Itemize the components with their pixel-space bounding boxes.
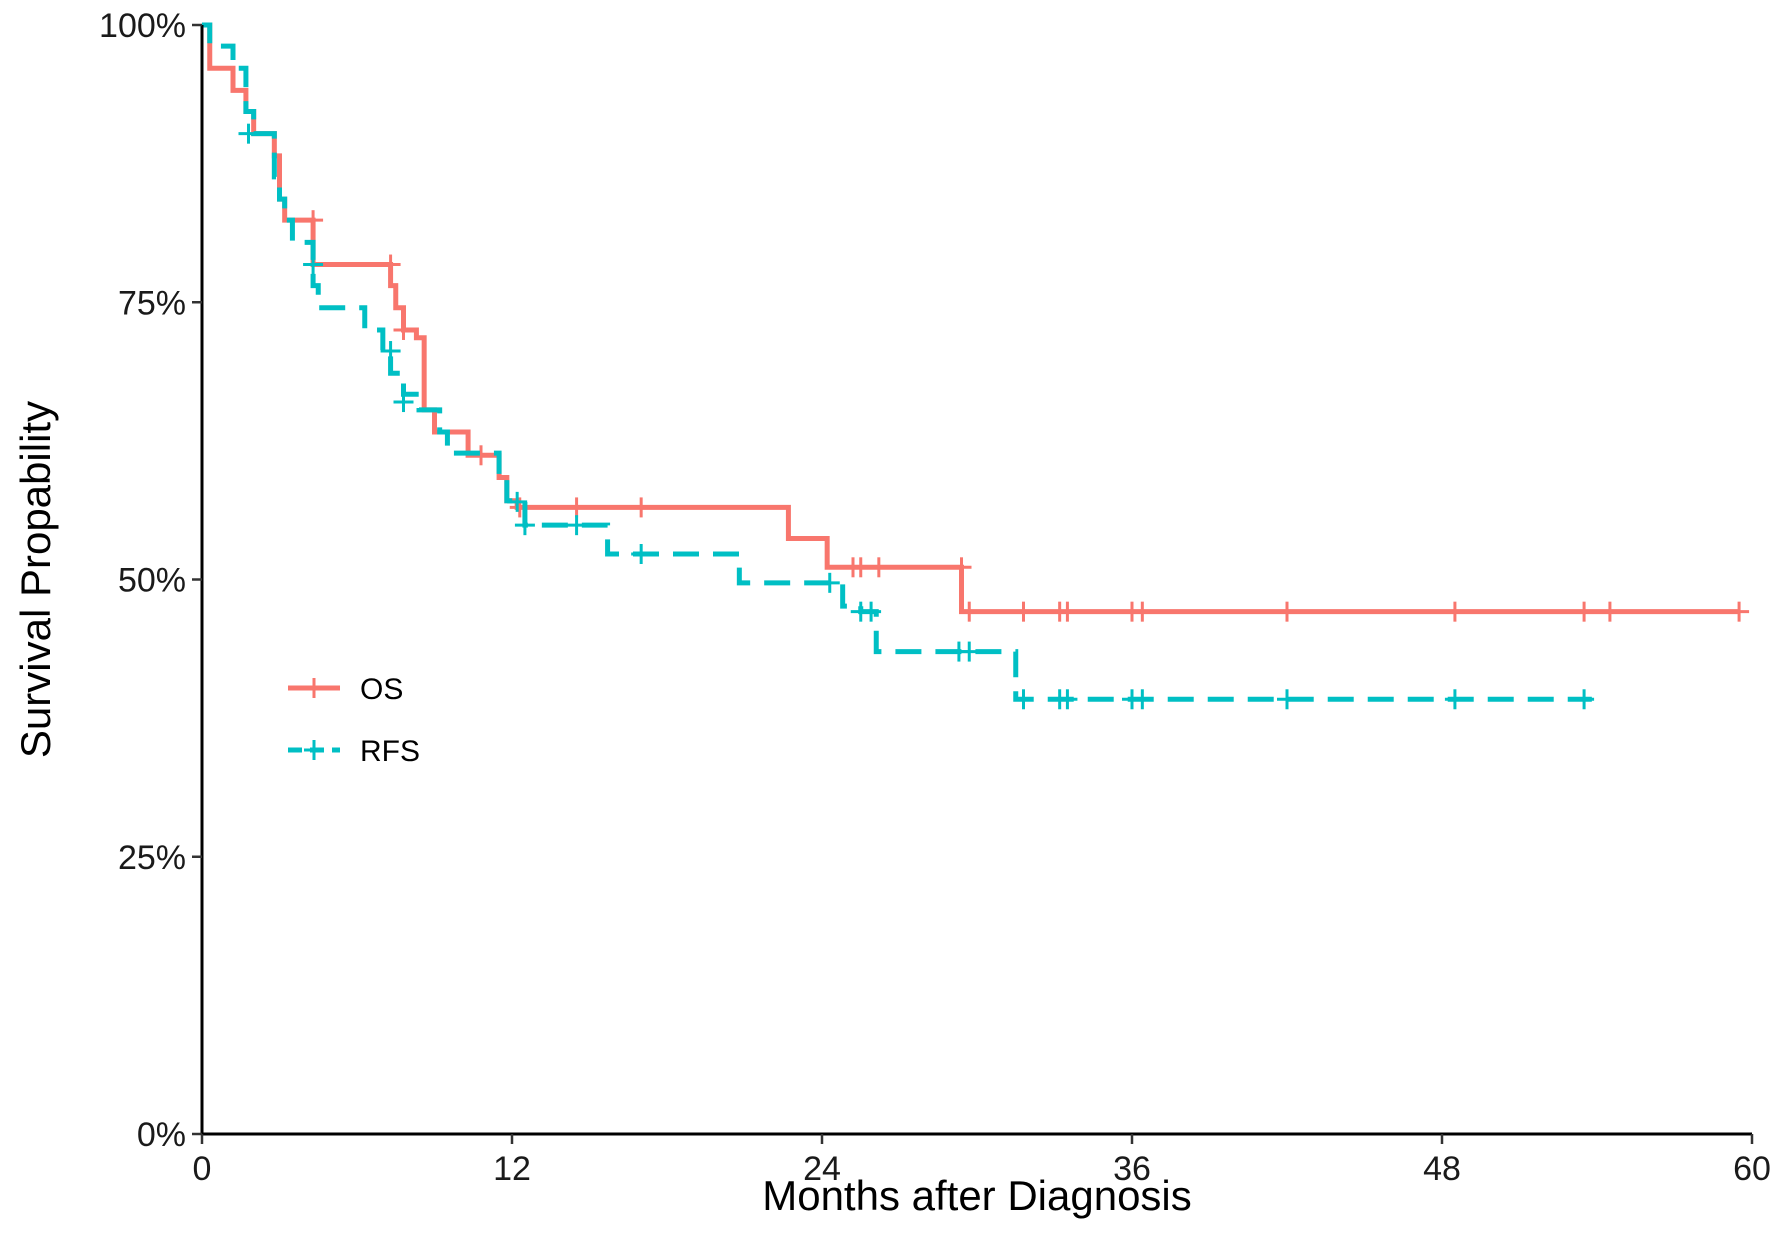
censor-mark-os <box>393 319 414 340</box>
axis-layer <box>200 25 1752 1136</box>
series-line-os <box>202 22 1740 615</box>
y-tick-label: 75% <box>118 284 186 322</box>
legend: OS RFS <box>288 673 420 768</box>
censor-mark-rfs <box>861 601 882 622</box>
censor-mark-os <box>566 497 587 518</box>
censor-mark-rfs <box>393 392 414 413</box>
y-tick-label: 0% <box>137 1116 186 1154</box>
x-tick-label: 60 <box>1733 1150 1771 1188</box>
y-tick-label: 100% <box>99 7 186 45</box>
censor-mark-os <box>1444 601 1465 622</box>
censor-mark-os <box>1277 601 1297 622</box>
censor-mark-rfs <box>238 123 259 144</box>
censor-mark-rfs <box>1444 689 1465 710</box>
censor-mark-rfs <box>1013 689 1034 710</box>
legend-item-rfs: RFS <box>288 735 420 768</box>
legend-label-os: OS <box>360 673 403 706</box>
x-tick-label: 12 <box>493 1150 531 1188</box>
series-line-rfs <box>202 22 1592 702</box>
censor-mark-rfs <box>514 515 535 536</box>
censor-mark-rfs <box>1057 689 1078 710</box>
censor-mark-rfs <box>380 341 401 362</box>
censor-mark-os <box>303 210 324 231</box>
censor-mark-os <box>1599 601 1620 622</box>
y-axis-title: Survival Propability <box>12 401 59 758</box>
censor-mark-os <box>850 557 871 578</box>
censor-mark-os <box>1013 601 1034 622</box>
censor-mark-rfs <box>959 641 980 662</box>
censor-mark-rfs <box>631 543 652 564</box>
censor-mark-rfs <box>1277 689 1297 710</box>
x-tick-label: 24 <box>803 1150 841 1188</box>
censor-mark-os <box>1132 601 1153 622</box>
legend-label-rfs: RFS <box>360 735 420 768</box>
censor-mark-os <box>1729 601 1750 622</box>
tick-layer: 0 12 24 36 48 60 0% 25% 50% 75% 100% <box>99 7 1771 1188</box>
x-tick-label: 0 <box>193 1150 212 1188</box>
censor-mark-rfs <box>566 515 587 536</box>
censor-mark-os <box>631 497 652 518</box>
censor-mark-os <box>868 557 889 578</box>
legend-item-os: OS <box>288 673 403 706</box>
y-tick-label: 50% <box>118 562 186 600</box>
censor-mark-rfs <box>303 254 324 275</box>
censor-mark-os <box>959 601 980 622</box>
x-axis-title: Months after Diagnosis <box>762 1172 1192 1219</box>
censor-mark-rfs <box>1132 689 1153 710</box>
censor-mark-os <box>1057 601 1078 622</box>
censor-mark-rfs <box>1574 689 1595 710</box>
y-tick-label: 25% <box>118 839 186 877</box>
censor-mark-rfs <box>819 572 840 593</box>
x-tick-label: 48 <box>1423 1150 1461 1188</box>
censor-mark-os <box>380 254 401 275</box>
censor-mark-os <box>1574 601 1595 622</box>
censor-mark-rfs <box>507 491 528 512</box>
series-layer <box>202 22 1750 710</box>
x-tick-label: 36 <box>1113 1150 1151 1188</box>
censor-mark-os <box>951 557 972 578</box>
